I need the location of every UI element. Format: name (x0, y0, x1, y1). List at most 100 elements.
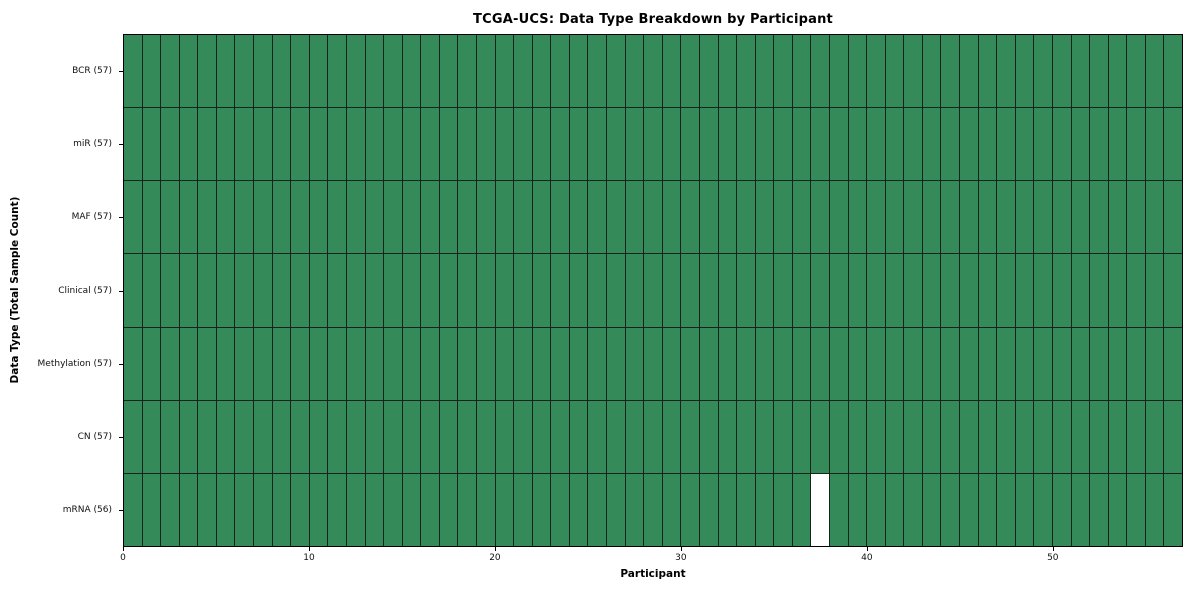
heatmap-cell (346, 473, 365, 546)
heatmap-cell (922, 473, 941, 546)
heatmap-cell (1127, 473, 1145, 546)
heatmap-cell (421, 327, 439, 400)
y-tick-mark (119, 70, 123, 72)
heatmap-cell (309, 181, 328, 254)
heatmap-cell (216, 400, 235, 473)
heatmap-cell (1071, 400, 1090, 473)
heatmap-cell (532, 473, 551, 546)
heatmap-cell (1145, 181, 1164, 254)
heatmap-cell (681, 35, 699, 108)
y-tick-mark (119, 437, 123, 439)
heatmap-cell (309, 473, 328, 546)
heatmap-cell (272, 400, 291, 473)
heatmap-cell (365, 400, 384, 473)
heatmap-cell (848, 108, 867, 181)
heatmap-cell (142, 473, 161, 546)
heatmap-cell (681, 181, 699, 254)
heatmap-cell (922, 327, 941, 400)
heatmap-cell (402, 254, 421, 327)
heatmap-cell (699, 400, 718, 473)
heatmap-cell (1071, 473, 1090, 546)
heatmap-cell (1071, 108, 1090, 181)
heatmap-cell (476, 400, 495, 473)
heatmap-cell (495, 473, 514, 546)
heatmap-cell (922, 35, 941, 108)
heatmap-cell (309, 254, 328, 327)
heatmap-cell (142, 327, 161, 400)
heatmap-cell (476, 181, 495, 254)
heatmap-cell (384, 254, 402, 327)
heatmap-cell (904, 473, 922, 546)
heatmap-cell (402, 327, 421, 400)
heatmap-cell (755, 400, 774, 473)
y-tick-label: miR (57) (73, 138, 112, 149)
heatmap-cell (1090, 254, 1108, 327)
heatmap-cell (960, 35, 978, 108)
heatmap-cell (607, 108, 625, 181)
heatmap-cell (792, 108, 811, 181)
heatmap-cell (997, 35, 1015, 108)
heatmap-cell (365, 108, 384, 181)
heatmap-cell (346, 327, 365, 400)
heatmap-cell (235, 400, 254, 473)
heatmap-cell (588, 108, 607, 181)
y-tick-mark (119, 510, 123, 512)
heatmap-cell (216, 473, 235, 546)
heatmap-cell (1145, 108, 1164, 181)
heatmap-cell (607, 400, 625, 473)
heatmap-cell (235, 473, 254, 546)
heatmap-cell (1052, 181, 1071, 254)
heatmap-cell (737, 35, 755, 108)
heatmap-cell (551, 327, 569, 400)
heatmap-cell (421, 473, 439, 546)
heatmap-cell (1108, 327, 1127, 400)
heatmap-cell (532, 400, 551, 473)
heatmap-cell (774, 108, 792, 181)
heatmap-cell (941, 254, 960, 327)
heatmap-cell (737, 108, 755, 181)
heatmap-cell (960, 254, 978, 327)
heatmap-cell (1090, 181, 1108, 254)
heatmap-cell (718, 108, 737, 181)
heatmap-cell (458, 327, 476, 400)
heatmap-cell (1127, 327, 1145, 400)
heatmap-cell (1127, 35, 1145, 108)
heatmap-cell (235, 181, 254, 254)
heatmap-cell (774, 400, 792, 473)
heatmap-cell (142, 400, 161, 473)
heatmap-cell (718, 473, 737, 546)
heatmap-cell (829, 327, 848, 400)
heatmap-cell (662, 400, 681, 473)
heatmap-cell (254, 400, 272, 473)
heatmap-cell (681, 473, 699, 546)
heatmap-cell (644, 108, 662, 181)
heatmap-cell (328, 35, 346, 108)
heatmap-cell (384, 473, 402, 546)
heatmap-cell (718, 327, 737, 400)
heatmap-cell (588, 181, 607, 254)
heatmap-cell (625, 254, 644, 327)
heatmap-cell (569, 327, 588, 400)
heatmap-cell (811, 400, 829, 473)
heatmap-cell (941, 108, 960, 181)
heatmap-cell (291, 327, 309, 400)
heatmap-cell (495, 108, 514, 181)
heatmap-cell (161, 108, 179, 181)
heatmap-cell (1034, 108, 1052, 181)
heatmap-cell (421, 181, 439, 254)
heatmap-cell (792, 181, 811, 254)
heatmap-cell (867, 327, 885, 400)
heatmap-cell (421, 400, 439, 473)
heatmap-cell (1108, 254, 1127, 327)
heatmap-cell (755, 254, 774, 327)
heatmap-cell (755, 473, 774, 546)
heatmap-cell (272, 254, 291, 327)
heatmap-cell (681, 254, 699, 327)
heatmap-cell (514, 473, 532, 546)
heatmap-cell (384, 35, 402, 108)
heatmap-grid (124, 35, 1182, 546)
heatmap-cell (978, 327, 997, 400)
heatmap-cell (551, 400, 569, 473)
heatmap-cell (885, 108, 904, 181)
heatmap-cell (1164, 400, 1182, 473)
